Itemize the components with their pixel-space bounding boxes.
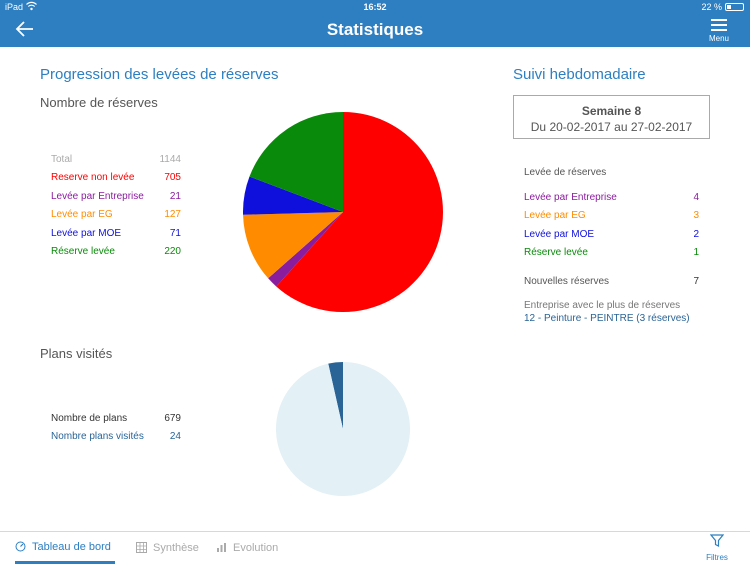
stat-row-entreprise: Levée par Entreprise 21 [51,188,181,206]
stat-label: Levée par MOE [51,227,122,239]
plans-label: Nombre de plans [51,413,128,424]
funnel-icon [709,534,725,547]
stat-label: Levée par EG [51,209,113,221]
weekly-label: Levée par Entreprise [524,191,617,203]
filters-button[interactable]: Filtres [702,534,732,562]
reserves-count-subtitle: Nombre de réserves [40,95,158,110]
stat-row-levee: Réserve levée 220 [51,243,181,261]
carrier-label: iPad [5,2,24,12]
pie-slice-lev-e-par-entreprise [268,212,343,287]
tab-label: Synthèse [153,541,199,554]
plans-label: Nombre plans visités [51,431,144,442]
pie-slice-r-serve-lev-e [249,112,343,212]
weekly-label: Levée par EG [524,210,586,221]
plans-value: 679 [164,413,181,424]
stat-value: 21 [169,190,181,202]
pie-slice-lev-e-par-moe [243,176,343,215]
plans-row-visited: Nombre plans visités 24 [51,428,181,446]
week-label: Semaine 8 [581,104,642,118]
weekly-row-eg: Levée par EG 3 [524,207,699,226]
weekly-top-company-label: Entreprise avec le plus de réserves [524,300,681,311]
stat-label: Réserve levée [51,245,115,257]
weekly-new-row: Nouvelles réserves 7 [524,273,699,292]
battery-percent: 22 % [701,2,722,12]
weekly-row-entreprise: Levée par Entreprise 4 [524,189,699,208]
filters-label: Filtres [706,553,728,562]
plans-stats-list: Nombre de plans 679 Nombre plans visités 2… [51,410,181,446]
bottom-tab-bar: Tableau de bord Synthèse Evolution Filtr… [0,531,750,564]
progress-title: Progression des levées de réserves [40,66,279,83]
grid-icon [136,542,147,553]
pie-slice-nombre-plans-visit-s [328,362,343,429]
plans-value: 24 [169,431,181,442]
weekly-row-moe: Levée par MOE 2 [524,226,699,245]
reserves-pie-chart [243,112,443,312]
app-header: iPad 16:52 22 % Statistiques Menu [0,0,750,47]
stat-label: Total [51,154,73,165]
battery-indicator: 22 % [701,2,744,12]
stat-value: 127 [164,209,181,221]
weekly-title: Suivi hebdomadaire [513,66,646,83]
tab-label: Evolution [233,541,279,554]
stat-value: 705 [164,172,181,184]
weekly-stats: Levée de réserves Levée par Entreprise 4 … [524,164,699,325]
reserves-stats-list: Total 1144 Reserve non levée 705 Levée par… [51,151,181,261]
hamburger-icon [711,19,727,31]
plans-title: Plans visités [40,346,113,361]
tab-synthese[interactable]: Synthèse [136,532,199,563]
weekly-label: Levée par MOE [524,228,595,240]
stat-label: Reserve non levée [51,172,135,184]
tab-tableau-de-bord[interactable]: Tableau de bord [15,532,115,564]
weekly-row-levee: Réserve levée 1 [524,244,699,263]
weekly-value: 2 [693,228,699,240]
pie-slice-reserve-non-lev-e [276,112,443,312]
page-title: Statistiques [326,20,424,39]
week-range: Du 20-02-2017 au 27-02-2017 [530,120,693,134]
weekly-new-value: 7 [693,275,699,287]
clock: 16:52 [363,2,387,12]
stat-value: 220 [164,245,181,257]
menu-label: Menu [708,34,729,43]
plans-pie-chart [276,362,410,496]
weekly-value: 3 [693,210,699,221]
stat-value: 71 [169,227,181,239]
stat-row-eg: Levée par EG 127 [51,206,181,224]
weekly-top-company-value: 12 - Peinture - PEINTRE (3 réserves) [524,313,690,324]
menu-button[interactable]: Menu [704,17,734,45]
weekly-value: 4 [693,191,699,203]
dashboard-icon [15,541,26,552]
weekly-new-label: Nouvelles réserves [524,275,610,287]
stat-row-moe: Levée par MOE 71 [51,225,181,243]
weekly-levee-title-row: Levée de réserves [524,164,699,183]
stat-label: Levée par Entreprise [51,190,144,202]
pie-slice-lev-e-par-eg [243,212,343,279]
bar-chart-icon [217,543,226,552]
stat-row-non-levee: Reserve non levée 705 [51,169,181,187]
weekly-value: 1 [693,247,699,258]
week-selector[interactable]: Semaine 8 Du 20-02-2017 au 27-02-2017 [513,95,710,139]
plans-row-total: Nombre de plans 679 [51,410,181,428]
arrow-left-icon [15,21,33,37]
pie-slice-non-visit-s [276,362,410,496]
stat-row-total: Total 1144 [51,151,181,169]
stat-value: 1144 [159,154,181,165]
back-button[interactable] [14,18,38,42]
wifi-icon [26,1,37,13]
status-bar: iPad 16:52 22 % [0,0,750,14]
tab-label: Tableau de bord [32,540,111,553]
weekly-levee-title: Levée de réserves [524,167,607,178]
weekly-label: Réserve levée [524,247,588,258]
tab-evolution[interactable]: Evolution [216,532,278,563]
battery-icon [725,3,744,11]
